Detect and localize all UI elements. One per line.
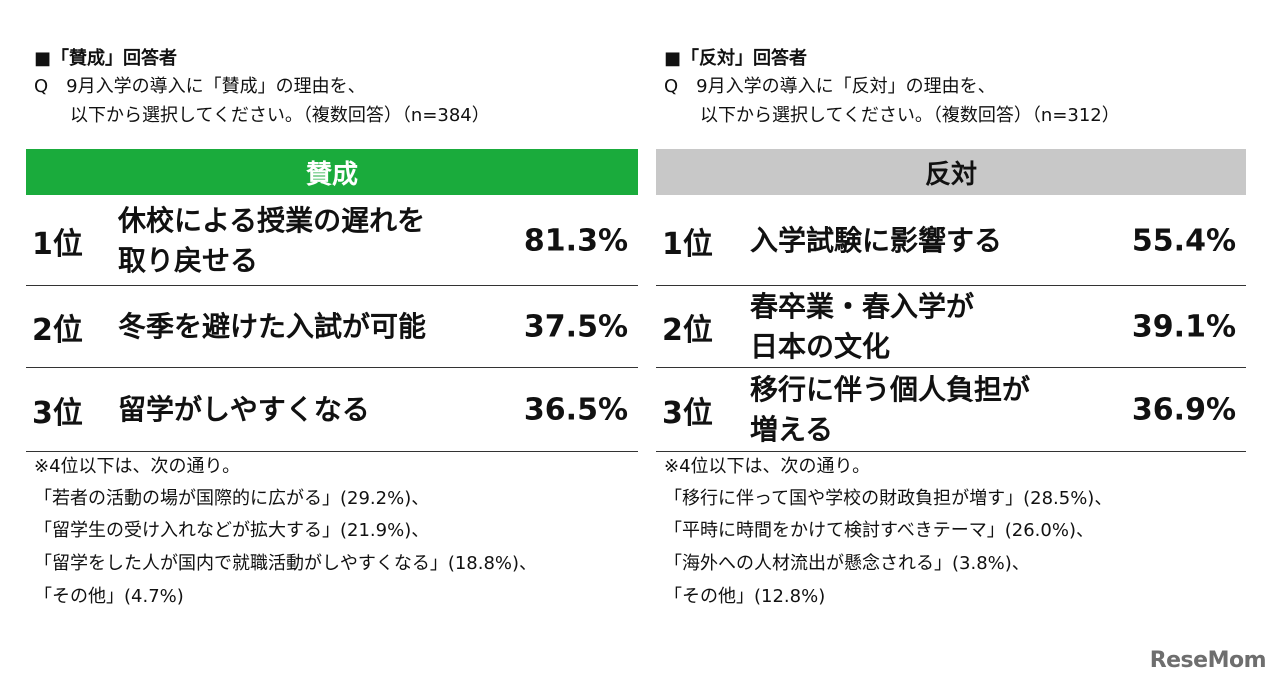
oppose-header: ■「反対」回答者 xyxy=(664,48,808,69)
agree-rank-3-row: 3位 留学がしやすくなる 36.5% xyxy=(26,368,638,452)
rank-label: 3位 xyxy=(662,395,713,431)
rank-label: 2位 xyxy=(32,312,83,348)
percentage: 55.4% xyxy=(1131,223,1236,258)
reason-text: 移行に伴う個人負担が 増える xyxy=(750,372,1031,446)
agree-note-line: 「留学生の受け入れなどが拡大する」(21.9%)、 xyxy=(34,520,430,541)
oppose-note-line: 「その他」(12.8%) xyxy=(664,586,826,607)
rank-label: 3位 xyxy=(32,395,83,431)
rank-label: 2位 xyxy=(662,312,713,348)
agree-question-line1: Q 9月入学の導入に「賛成」の理由を、 xyxy=(34,76,366,97)
agree-question-line2: 以下から選択してください。（複数回答）（n=384） xyxy=(70,105,490,126)
agree-rank-1-row: 1位 休校による授業の遅れを 取り戻せる 81.3% xyxy=(26,196,638,286)
percentage: 81.3% xyxy=(523,223,628,258)
agree-header: ■「賛成」回答者 xyxy=(34,48,178,69)
reason-text: 留学がしやすくなる xyxy=(118,392,370,426)
agree-note-line: 「留学をした人が国内で就職活動がしやすくなる」(18.8%)、 xyxy=(34,553,538,574)
rank-label: 1位 xyxy=(32,226,83,262)
oppose-rank-1-row: 1位 入学試験に影響する 55.4% xyxy=(656,196,1246,286)
agree-note-line: 「その他」(4.7%) xyxy=(34,586,184,607)
rank-label: 1位 xyxy=(662,226,713,262)
agree-note-line: 「若者の活動の場が国際的に広がる」(29.2%)、 xyxy=(34,488,430,509)
oppose-note-line: 「移行に伴って国や学校の財政負担が増す」(28.5%)、 xyxy=(664,488,1113,509)
percentage: 39.1% xyxy=(1131,309,1236,344)
reason-text: 春卒業・春入学が 日本の文化 xyxy=(750,289,975,363)
agree-banner: 賛成 xyxy=(26,149,638,195)
resemom-logo: ReseMom xyxy=(1149,648,1267,673)
oppose-banner: 反対 xyxy=(656,149,1246,195)
reason-text: 休校による授業の遅れを 取り戻せる xyxy=(118,203,426,277)
oppose-note-line: 「平時に時間をかけて検討すべきテーマ」(26.0%)、 xyxy=(664,520,1094,541)
oppose-rank-3-row: 3位 移行に伴う個人負担が 増える 36.9% xyxy=(656,368,1246,452)
oppose-question-line2: 以下から選択してください。（複数回答）（n=312） xyxy=(700,105,1120,126)
oppose-rank-2-row: 2位 春卒業・春入学が 日本の文化 39.1% xyxy=(656,286,1246,368)
oppose-question-line1: Q 9月入学の導入に「反対」の理由を、 xyxy=(664,76,996,97)
percentage: 36.9% xyxy=(1131,392,1236,427)
agree-rank-2-row: 2位 冬季を避けた入試が可能 37.5% xyxy=(26,286,638,368)
reason-text: 入学試験に影響する xyxy=(750,223,1003,257)
percentage: 36.5% xyxy=(523,392,628,427)
agree-note-line: ※4位以下は、次の通り。 xyxy=(34,456,241,477)
percentage: 37.5% xyxy=(523,309,628,344)
oppose-note-line: ※4位以下は、次の通り。 xyxy=(664,456,871,477)
reason-text: 冬季を避けた入試が可能 xyxy=(118,309,427,343)
oppose-note-line: 「海外への人材流出が懸念される」(3.8%)、 xyxy=(664,553,1030,574)
